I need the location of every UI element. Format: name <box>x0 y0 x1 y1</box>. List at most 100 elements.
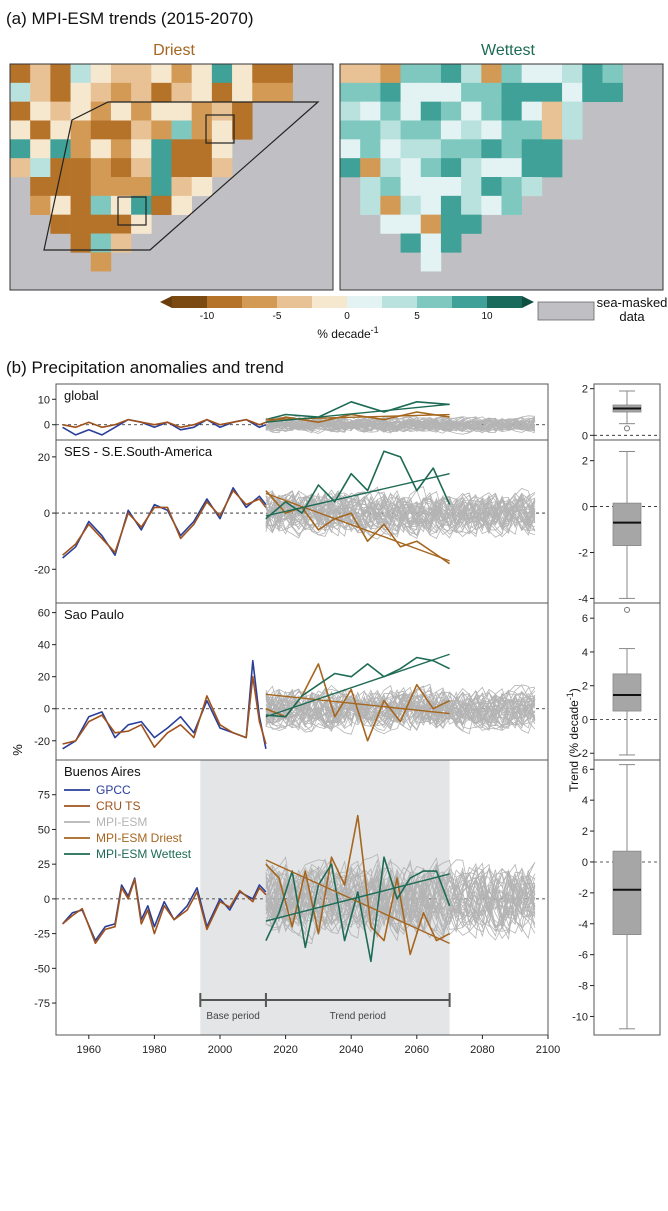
land-cell <box>420 177 442 197</box>
box-y-tick-label: 2 <box>582 384 588 396</box>
y-tick-label: -50 <box>34 963 50 975</box>
x-tick-label: 2000 <box>208 1044 232 1056</box>
land-cell <box>171 64 192 84</box>
land-cell <box>360 82 381 102</box>
land-cell <box>562 120 583 140</box>
land-cell <box>70 214 92 234</box>
land-cell <box>90 64 112 84</box>
colorbar-segment <box>487 296 522 308</box>
land-cell <box>50 101 71 121</box>
land-cell <box>400 120 422 140</box>
box-y-tick-label: 0 <box>582 857 588 869</box>
land-cell <box>400 177 422 197</box>
y-tick-label: -20 <box>34 736 50 748</box>
region-label: Buenos Aires <box>64 764 141 779</box>
x-tick-label: 2080 <box>470 1044 494 1056</box>
land-cell <box>360 195 381 215</box>
legend-entry: CRU TS <box>96 799 140 813</box>
colorbar-tick-label: 5 <box>414 311 420 322</box>
land-cell <box>171 101 192 121</box>
boxplot-1: -4 -2 0 2 <box>578 439 661 613</box>
land-cell <box>501 195 522 215</box>
y-tick-label: -25 <box>34 929 50 941</box>
land-cell <box>360 139 381 159</box>
land-cell <box>501 101 522 121</box>
land-cell <box>340 64 361 84</box>
map-wettest <box>339 63 664 291</box>
land-cell <box>340 120 361 140</box>
box-y-tick-label: 6 <box>582 764 588 776</box>
land-cell <box>380 139 401 159</box>
land-cell <box>151 82 172 102</box>
land-cell <box>171 158 192 178</box>
colorbar-segment <box>207 296 242 308</box>
sao-paulo-box <box>205 114 235 144</box>
land-cell <box>30 195 51 215</box>
trend-line <box>265 403 450 423</box>
land-cell <box>461 195 482 215</box>
land-cell <box>380 158 401 178</box>
ses-region-outline <box>43 101 320 251</box>
land-cell <box>90 101 112 121</box>
land-cell <box>461 177 482 197</box>
land-cell <box>440 120 462 140</box>
sea-mask-label-1: sea-masked <box>597 295 668 310</box>
land-cell <box>541 158 563 178</box>
land-cell <box>110 214 132 234</box>
colorbar-tick-label: -5 <box>273 311 282 322</box>
land-cell <box>340 158 361 178</box>
land-cell <box>461 214 482 234</box>
land-cell <box>400 101 422 121</box>
colorbar: -10 -5 0 5 10 <box>160 296 534 322</box>
land-cell <box>360 177 381 197</box>
map-driest-label: Driest <box>153 42 195 59</box>
land-cell <box>340 139 361 159</box>
land-cell <box>400 139 422 159</box>
land-cell <box>420 120 442 140</box>
land-cell <box>400 82 422 102</box>
land-cell <box>50 214 71 234</box>
ensemble-member-line <box>265 491 536 537</box>
land-cell <box>272 64 293 84</box>
land-cell <box>380 82 401 102</box>
land-cell <box>90 158 112 178</box>
land-cell <box>50 195 71 215</box>
land-cell <box>151 64 172 84</box>
box-y-tick-label: -8 <box>578 981 588 993</box>
land-cell <box>90 195 112 215</box>
land-cell <box>191 120 213 140</box>
land-cell <box>400 195 422 215</box>
land-cell <box>110 158 132 178</box>
land-cell <box>440 158 462 178</box>
land-cell <box>380 195 401 215</box>
land-cell <box>70 101 92 121</box>
box-y-tick-label: 2 <box>582 681 588 693</box>
colorbar-arrow-high <box>522 296 534 308</box>
land-cell <box>562 101 583 121</box>
land-cell <box>440 101 462 121</box>
land-cell <box>191 64 213 84</box>
ensemble-member-line <box>265 493 536 537</box>
x-tick-label: 2060 <box>405 1044 429 1056</box>
land-cell <box>380 177 401 197</box>
series-line <box>265 400 450 421</box>
land-cell <box>131 64 152 84</box>
land-cell <box>90 139 112 159</box>
series-line <box>62 486 267 559</box>
land-cell <box>211 82 233 102</box>
land-cell <box>501 82 522 102</box>
land-cell <box>461 120 482 140</box>
ensemble-member-line <box>265 491 536 531</box>
land-cell <box>131 120 152 140</box>
land-cell <box>440 139 462 159</box>
land-cell <box>191 139 213 159</box>
land-cell <box>232 120 253 140</box>
y-tick-label: 0 <box>44 508 50 520</box>
land-cell <box>30 64 51 84</box>
y-tick-label: 20 <box>38 672 50 684</box>
land-cell <box>70 64 92 84</box>
land-cell <box>50 177 71 197</box>
land-cell <box>440 195 462 215</box>
land-cell <box>10 158 31 178</box>
